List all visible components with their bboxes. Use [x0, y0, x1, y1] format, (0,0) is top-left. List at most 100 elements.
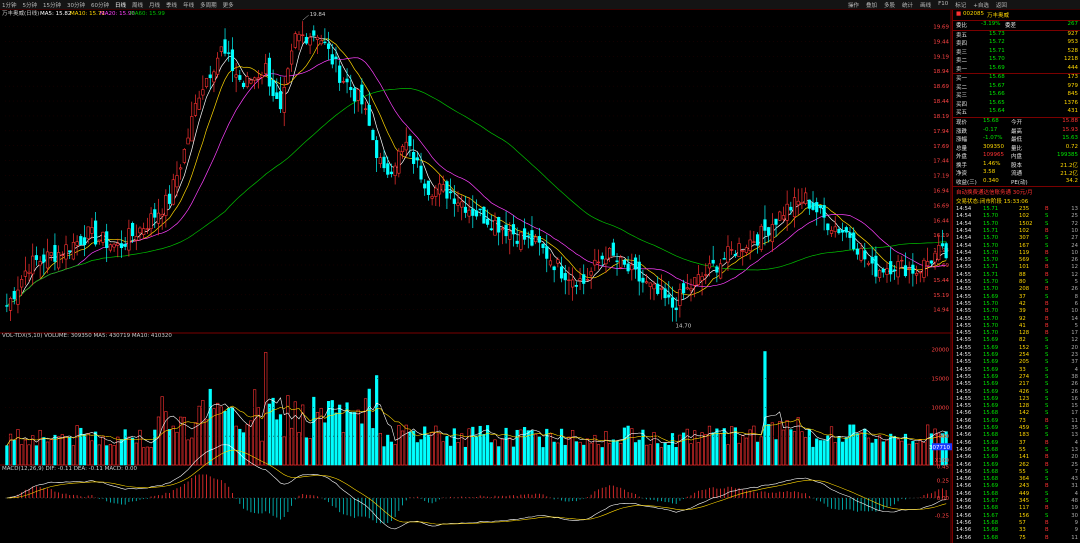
candle [190, 116, 194, 142]
candle [149, 213, 153, 229]
tool-button[interactable]: 统计 [902, 3, 914, 9]
volume-bar [870, 442, 874, 466]
tick-time: 14:56 [956, 483, 972, 490]
tick-price: 15.70 [983, 315, 999, 322]
price-axis-label: 15.19 [933, 293, 949, 299]
tick-side: B [1045, 286, 1049, 293]
candle [881, 268, 885, 273]
candle [937, 245, 941, 260]
volume-bar [663, 442, 667, 466]
tool-button[interactable]: 画线 [920, 3, 932, 9]
period-tab[interactable]: 15分钟 [43, 3, 61, 9]
tick-price: 15.69 [983, 439, 999, 446]
candle [863, 250, 867, 260]
candle [127, 228, 131, 251]
tick-time: 14:54 [956, 249, 972, 256]
weibi-row: 委比 -3.19% 委差 267 [956, 21, 1078, 29]
volume-bar [633, 442, 638, 466]
tick-price: 15.69 [983, 293, 999, 300]
ma-legend: MA10: 15.71 [70, 11, 105, 17]
candle [918, 271, 922, 274]
period-tab[interactable]: 日线 [115, 3, 127, 9]
period-tab[interactable]: 月线 [149, 3, 161, 9]
volume-bar [744, 437, 749, 466]
ask-label: 卖五 [956, 33, 968, 39]
period-tab[interactable]: 更多 [222, 3, 234, 9]
tick-price: 15.70 [983, 242, 999, 249]
tool-button[interactable]: 多股 [884, 3, 896, 9]
tick-price: 15.69 [983, 461, 999, 468]
period-tabs: 1分钟 5分钟 15分钟 30分钟 60分钟 日线 周线 月线 季线 年线 多周期 更多 [2, 1, 234, 9]
candle [186, 137, 190, 145]
candle [645, 281, 649, 284]
volume-bar [456, 442, 460, 466]
tick-volume: 142 [1019, 410, 1030, 417]
tick-time: 14:55 [956, 257, 972, 264]
tick-row: 14:55 15.69 128 S 15 [953, 403, 1080, 411]
tick-side: S [1045, 388, 1049, 395]
candle [341, 81, 345, 83]
kline-chart[interactable]: 19.69 19.44 19.19 18.94 18.69 18.44 18.19 17.94… [0, 0, 952, 543]
candle [730, 249, 734, 251]
period-tab[interactable]: 年线 [183, 3, 195, 9]
tick-time: 14:55 [956, 359, 972, 366]
tick-count: 17 [1071, 410, 1078, 417]
tool-button[interactable]: 叠加 [866, 3, 878, 9]
macd-axis-label: 0.25 [937, 479, 950, 485]
price-axis-label: 17.19 [933, 174, 949, 180]
volume-bar [855, 433, 859, 466]
volume-bar [585, 438, 590, 466]
period-tab[interactable]: 1分钟 [2, 3, 17, 9]
volume-bar [145, 446, 149, 466]
candle [426, 180, 431, 195]
tick-side: B [1045, 330, 1049, 337]
volume-bar [323, 422, 327, 466]
tool-button[interactable]: 返回 [995, 3, 1007, 9]
tick-side: S [1045, 498, 1049, 504]
period-tab[interactable]: 60分钟 [91, 3, 109, 9]
tick-price: 15.68 [983, 519, 999, 526]
tick-volume: 128 [1019, 403, 1030, 410]
volume-bar [500, 438, 504, 466]
tick-count: 24 [1071, 242, 1078, 249]
tool-button[interactable]: F10 [938, 1, 949, 7]
volume-bar [903, 433, 908, 466]
tick-count: 27 [1071, 235, 1078, 242]
volume-bar [596, 444, 601, 466]
candle [733, 253, 737, 256]
period-tab[interactable]: 周线 [132, 3, 144, 9]
candle [541, 243, 545, 249]
tick-time: 14:55 [956, 344, 972, 351]
candle [216, 57, 220, 75]
period-tab[interactable]: 多周期 [200, 3, 217, 9]
tick-price: 15.71 [983, 264, 999, 271]
tick-price: 15.69 [983, 352, 999, 358]
tick-count: 30 [1071, 512, 1078, 519]
notice-row[interactable]: 自动换费通达信账务通 30元/月 [953, 188, 1080, 196]
top-toolbar: 1分钟 5分钟 15分钟 30分钟 60分钟 日线 周线 月线 季线 年线 多周期 更多 操作 叠加 多股… [0, 0, 1080, 10]
tool-menu: 操作 叠加 多股 统计 画线 F10 标记 +自选 返回 [848, 1, 1007, 9]
tool-button[interactable]: 标记 [955, 3, 967, 9]
tick-price: 15.69 [983, 373, 999, 380]
period-tab[interactable]: 30分钟 [67, 3, 85, 9]
tick-count: 12 [1071, 264, 1078, 271]
candle [308, 36, 312, 46]
candle [134, 236, 138, 241]
stat-label: 内盘 [1011, 154, 1023, 160]
ask-row: 卖一 15.69 444 [953, 65, 1080, 73]
stock-header[interactable]: ■ 002085 万丰奥威 [953, 11, 1080, 19]
ma20-line [6, 57, 947, 307]
period-tab[interactable]: 季线 [166, 3, 178, 9]
stat-label: 流通 [1011, 171, 1023, 177]
volume-bar [615, 440, 619, 466]
volume-bar [208, 388, 212, 466]
tool-button[interactable]: +自选 [973, 3, 989, 9]
period-tab[interactable]: 5分钟 [22, 3, 38, 9]
volume-bar [804, 437, 808, 466]
candle [38, 261, 42, 266]
tool-button[interactable]: 操作 [848, 3, 860, 9]
candle [441, 184, 445, 192]
tick-row: 14:55 15.69 205 S 37 [953, 359, 1080, 367]
candle [27, 271, 31, 274]
tick-side: S [1045, 359, 1049, 366]
